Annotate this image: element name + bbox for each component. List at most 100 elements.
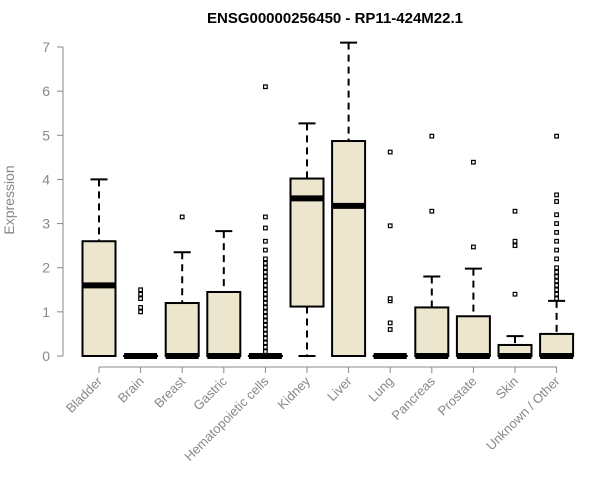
box-group xyxy=(414,133,450,359)
outlier-point xyxy=(387,320,393,326)
outlier-point xyxy=(512,243,518,249)
outlier-point xyxy=(554,269,559,275)
y-tick-label: 7 xyxy=(42,39,50,55)
outlier-point xyxy=(554,287,559,293)
y-tick-label: 4 xyxy=(42,171,50,187)
box xyxy=(331,140,367,357)
outlier-point xyxy=(554,265,559,271)
box-group xyxy=(247,84,283,359)
y-tick-label: 0 xyxy=(42,348,50,364)
box-group xyxy=(539,133,575,359)
box-group xyxy=(331,41,367,357)
box-group xyxy=(455,159,491,359)
y-axis-ticks: 0 1 2 3 4 5 6 7 xyxy=(42,39,63,364)
outlier-point xyxy=(138,296,144,302)
x-tick-label: Gastric xyxy=(190,373,230,413)
outlier-point xyxy=(263,331,268,337)
outlier-point xyxy=(263,309,268,315)
box-group xyxy=(289,122,325,357)
outlier-point xyxy=(263,340,268,346)
outlier-point xyxy=(554,247,559,253)
outlier-point xyxy=(263,278,268,284)
box-group xyxy=(123,287,159,359)
outlier-point xyxy=(263,214,268,220)
x-tick-label: Brain xyxy=(115,374,147,406)
outlier-point xyxy=(387,149,393,155)
outlier-point xyxy=(263,256,268,262)
outlier-point xyxy=(387,327,393,332)
outlier-point xyxy=(554,230,559,235)
outlier-point xyxy=(471,244,476,250)
outlier-point xyxy=(263,305,268,310)
outlier-point xyxy=(263,84,268,90)
outlier-point xyxy=(554,291,559,297)
outlier-point xyxy=(554,256,559,262)
outlier-point xyxy=(512,238,518,244)
outlier-point xyxy=(263,300,268,306)
x-tick-label: Kidney xyxy=(274,373,313,412)
outlier-point xyxy=(429,133,435,139)
outlier-point xyxy=(263,269,268,275)
outlier-point xyxy=(138,309,144,315)
outlier-point xyxy=(263,318,268,324)
box xyxy=(206,290,242,357)
outlier-point xyxy=(138,287,144,293)
outlier-point xyxy=(554,282,559,288)
y-axis-label: Expression xyxy=(1,165,17,234)
box-group xyxy=(497,208,533,359)
outlier-point xyxy=(138,305,144,310)
outlier-point xyxy=(554,192,559,198)
box-group xyxy=(164,214,200,359)
box-group xyxy=(81,178,117,358)
outlier-point xyxy=(263,282,268,288)
outlier-point xyxy=(512,291,518,297)
outlier-point xyxy=(554,221,559,226)
outlier-point xyxy=(263,247,268,253)
outlier-point xyxy=(263,238,268,244)
y-tick-label: 2 xyxy=(42,260,50,276)
y-tick-label: 5 xyxy=(42,127,50,143)
outlier-point xyxy=(263,274,268,279)
box xyxy=(414,306,450,358)
outlier-point xyxy=(554,212,559,218)
outlier-point xyxy=(263,335,268,341)
outlier-point xyxy=(429,208,435,214)
outlier-point xyxy=(263,265,268,271)
x-tick-label: Breast xyxy=(151,373,188,410)
x-tick-label: Bladder xyxy=(63,373,106,416)
box xyxy=(81,240,117,358)
outlier-point xyxy=(179,214,185,220)
outlier-point xyxy=(263,260,268,266)
outlier-point xyxy=(387,223,393,229)
x-tick-label: Pancreas xyxy=(388,373,438,423)
outlier-point xyxy=(554,133,559,139)
outlier-point xyxy=(554,199,559,204)
outlier-point xyxy=(554,274,559,279)
box-group xyxy=(206,230,242,359)
outlier-point xyxy=(263,349,268,354)
outlier-point xyxy=(263,322,268,328)
box xyxy=(539,332,575,357)
outlier-point xyxy=(554,238,559,244)
outlier-point xyxy=(471,159,476,165)
outlier-point xyxy=(263,225,268,231)
outlier-point xyxy=(263,313,268,319)
boxes xyxy=(81,41,575,359)
y-tick-label: 1 xyxy=(42,304,50,320)
x-tick-label: Prostate xyxy=(435,374,480,419)
outlier-point xyxy=(263,344,268,350)
x-tick-label: Skin xyxy=(493,374,521,402)
y-tick-label: 3 xyxy=(42,216,50,232)
box-group xyxy=(372,149,408,359)
outlier-point xyxy=(387,296,393,302)
x-tick-label: Lung xyxy=(365,374,396,405)
x-tick-label: Liver xyxy=(324,373,355,404)
outlier-point xyxy=(263,291,268,297)
outlier-point xyxy=(138,291,144,297)
outlier-point xyxy=(263,287,268,293)
box xyxy=(164,302,200,357)
outlier-point xyxy=(263,296,268,302)
outlier-point xyxy=(554,278,559,284)
